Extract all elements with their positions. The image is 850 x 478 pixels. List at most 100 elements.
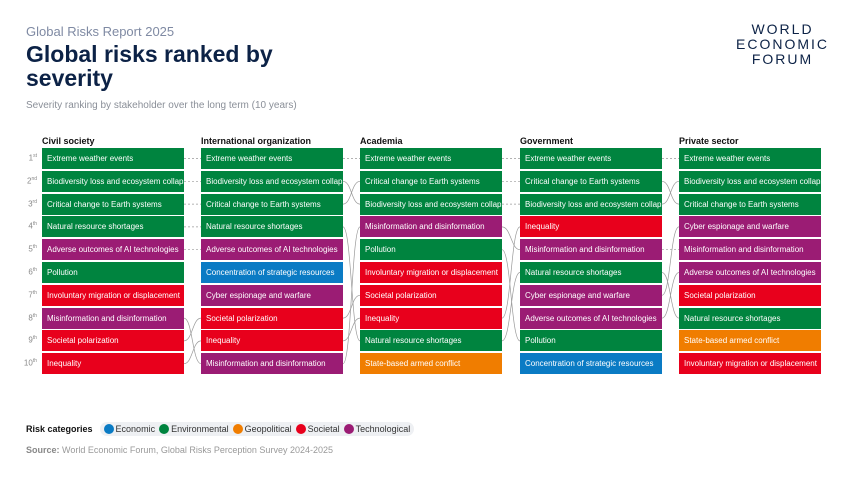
risk-cell: Biodiversity loss and ecosystem collapse (520, 193, 662, 215)
risk-cell: Biodiversity loss and ecosystem collapse (679, 170, 821, 192)
rank-connector (501, 226, 521, 319)
risk-cell: State-based armed conflict (360, 353, 502, 375)
risk-cell: Societal polarization (201, 307, 343, 329)
risk-cell: Inequality (201, 330, 343, 352)
subtitle: Severity ranking by stakeholder over the… (26, 100, 297, 111)
rank-label: 4th (28, 221, 37, 232)
risk-cell: Natural resource shortages (42, 216, 184, 238)
rank-connector (501, 249, 521, 342)
risk-cell: Misinformation and disinformation (520, 239, 662, 261)
risk-cell: Critical change to Earth systems (201, 193, 343, 215)
rank-label: 1st (28, 153, 37, 163)
risk-cell: Involuntary migration or displacement (360, 262, 502, 283)
page-title: Global risks ranked by severity (26, 41, 273, 91)
category-dot-icon (159, 424, 170, 434)
category-dot-icon (103, 424, 114, 434)
risk-cell: Involuntary migration or displacement (42, 284, 184, 306)
rank-connector (661, 272, 680, 319)
legend-item-label: Economic (115, 424, 156, 434)
legend: Risk categories Economic Environmental Geo… (26, 422, 415, 436)
rank-label: 2nd (26, 175, 37, 186)
risk-cell: Misinformation and disinformation (201, 353, 343, 375)
risk-cell: Natural resource shortages (679, 307, 821, 329)
risk-cell: Inequality (360, 307, 502, 329)
rank-connector (661, 226, 680, 296)
rank-label: 3rd (28, 198, 37, 209)
risk-cell: Critical change to Earth systems (360, 170, 502, 192)
source-text: World Economic Forum, Global Risks Perce… (62, 445, 333, 455)
column-header: Academia (360, 136, 403, 146)
rank-connector (661, 180, 680, 205)
rank-connector (342, 294, 361, 319)
rank-connector (501, 272, 521, 342)
legend-item: Geopolitical (232, 424, 292, 434)
category-dot-icon (232, 424, 243, 434)
risk-cell: Critical change to Earth systems (520, 170, 662, 192)
legend-title: Risk categories (26, 424, 93, 434)
rank-label: 8th (28, 312, 37, 323)
risk-cell: Extreme weather events (42, 148, 184, 169)
risk-cell: Misinformation and disinformation (360, 216, 502, 238)
risk-cell: Extreme weather events (679, 148, 821, 169)
risk-cell: Natural resource shortages (360, 330, 502, 352)
report-name: Global Risks Report 2025 (26, 24, 175, 39)
risk-cell: Misinformation and disinformation (679, 239, 821, 261)
legend-item: Technological (343, 424, 410, 434)
risk-cell: Societal polarization (360, 284, 502, 306)
risk-cell: Inequality (42, 353, 184, 375)
risk-cell: Biodiversity loss and ecosystem collapse (42, 170, 184, 192)
column-header: Private sector (679, 136, 739, 146)
rank-connector (342, 317, 361, 342)
risk-cell: Societal polarization (679, 284, 821, 306)
risk-cell: Extreme weather events (520, 148, 662, 169)
category-dot-icon (343, 424, 354, 434)
risk-cell: Biodiversity loss and ecosystem collapse (360, 193, 502, 215)
risk-cell: Cyber espionage and warfare (201, 284, 343, 306)
risk-cell: Extreme weather events (201, 148, 343, 169)
column-header: Government (520, 136, 574, 146)
legend-items: Economic Environmental Geopolitical Societa… (99, 422, 415, 436)
source-note: Source: World Economic Forum, Global Ris… (26, 445, 333, 455)
risk-cell: Cyber espionage and warfare (520, 284, 662, 306)
category-dot-icon (295, 424, 306, 434)
risk-cell: Biodiversity loss and ecosystem collapse (201, 170, 343, 192)
rank-connector (501, 226, 521, 251)
risk-cell: Misinformation and disinformation (42, 307, 184, 329)
rank-label: 6th (28, 267, 37, 277)
risk-cell: Extreme weather events (360, 148, 502, 169)
rank-connector (342, 180, 361, 205)
risk-cell: Cyber espionage and warfare (679, 216, 821, 238)
risk-cell: Concentration of strategic resources (520, 353, 662, 375)
column-header: International organization (201, 136, 312, 146)
legend-item-label: Environmental (171, 424, 229, 434)
risk-cell: State-based armed conflict (679, 330, 821, 352)
legend-item-label: Geopolitical (244, 424, 292, 434)
risk-cell: Concentration of strategic resources (201, 262, 343, 283)
legend-item: Economic (103, 424, 156, 434)
rank-label: 5th (28, 244, 37, 254)
risk-cell: Pollution (42, 262, 184, 283)
rank-label: 9th (28, 335, 37, 346)
legend-item: Environmental (159, 424, 229, 434)
risk-cell: Adverse outcomes of AI technologies (520, 307, 662, 329)
risk-cell: Natural resource shortages (520, 262, 662, 283)
risk-cell: Critical change to Earth systems (42, 193, 184, 215)
rank-connector (183, 317, 202, 342)
rank-connector (183, 317, 202, 365)
rank-label: 7th (28, 289, 37, 300)
rank-connector (342, 226, 361, 342)
legend-item-label: Societal (307, 424, 340, 434)
risk-cell: Adverse outcomes of AI technologies (42, 239, 184, 261)
risk-cell: Adverse outcomes of AI technologies (679, 262, 821, 283)
wef-logo: WORLD ECONOMIC FORUM (736, 21, 829, 67)
risk-cell: Inequality (520, 216, 662, 238)
risk-cell: Societal polarization (42, 330, 184, 352)
risk-cell: Critical change to Earth systems (679, 193, 821, 215)
rank-connector (183, 340, 202, 365)
risk-cell: Pollution (360, 239, 502, 261)
risk-cell: Adverse outcomes of AI technologies (201, 239, 343, 261)
rank-label: 10th (23, 358, 37, 368)
rank-connector (342, 226, 361, 365)
source-label: Source: (26, 445, 60, 455)
